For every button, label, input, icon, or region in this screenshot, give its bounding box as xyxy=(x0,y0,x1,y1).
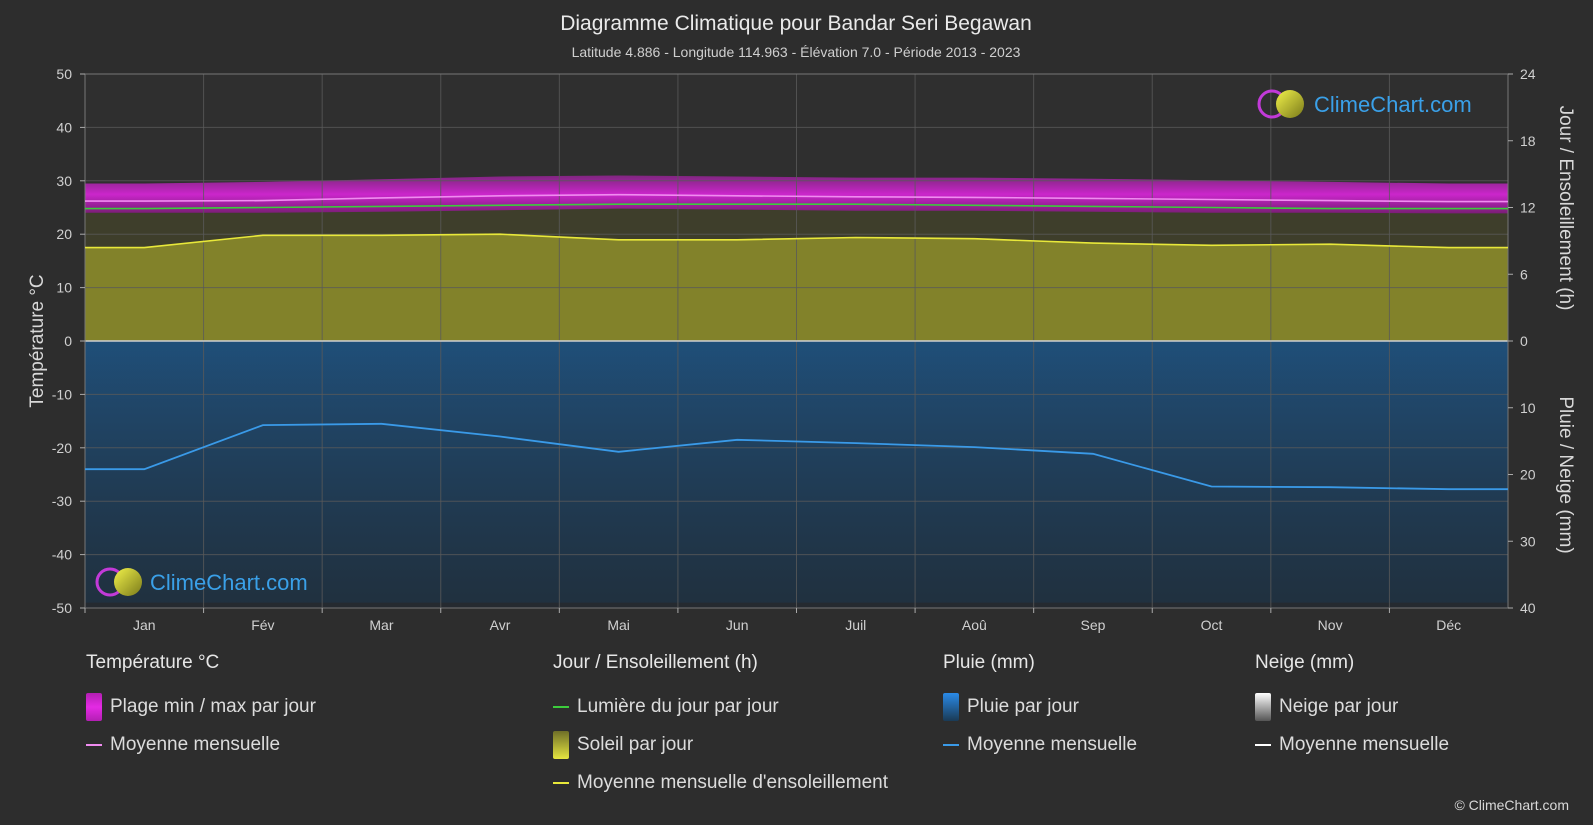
legend-item: Moyenne mensuelle xyxy=(943,726,1137,764)
rain-mean-swatch xyxy=(943,744,959,746)
legend-sun-title: Jour / Ensoleillement (h) xyxy=(553,652,758,673)
legend-rain: Pluie (mm) Pluie par jour Moyenne mensue… xyxy=(943,652,1137,764)
rain-bar xyxy=(915,341,1034,603)
brand-name-top: ClimeChart.com xyxy=(1314,92,1472,117)
left-tick-label: 20 xyxy=(56,226,72,242)
right-bottom-tick-label: 40 xyxy=(1520,600,1536,616)
left-tick-label: 30 xyxy=(56,173,72,189)
left-tick-label: 10 xyxy=(56,280,72,296)
legend-item: Moyenne mensuelle d'ensoleillement xyxy=(553,764,888,802)
chart-title: Diagramme Climatique pour Bandar Seri Be… xyxy=(560,12,1032,35)
left-axis-label: Température °C xyxy=(27,274,48,407)
left-tick-label: -10 xyxy=(52,386,72,402)
right-top-tick-label: 0 xyxy=(1520,333,1528,349)
legend-snow-title: Neige (mm) xyxy=(1255,652,1355,673)
snow-mean-swatch xyxy=(1255,744,1271,746)
right-top-tick-label: 24 xyxy=(1520,66,1536,82)
legend-label: Moyenne mensuelle xyxy=(967,734,1138,755)
legend-label: Moyenne mensuelle xyxy=(110,734,281,755)
month-label: Sep xyxy=(1080,617,1105,633)
logo-sun-icon xyxy=(1276,90,1304,118)
legend-rain-title: Pluie (mm) xyxy=(943,652,1035,673)
left-tick-label: -50 xyxy=(52,600,72,616)
month-label: Mar xyxy=(369,617,393,633)
month-label: Oct xyxy=(1201,617,1223,633)
rain-bar xyxy=(796,341,916,603)
legend-snow: Neige (mm) Neige par jour Moyenne mensue… xyxy=(1255,652,1449,764)
chart-subtitle: Latitude 4.886 - Longitude 114.963 - Élé… xyxy=(572,44,1021,60)
right-top-tick-label: 18 xyxy=(1520,133,1536,149)
month-label: Avr xyxy=(490,617,511,633)
month-label: Aoû xyxy=(962,617,987,633)
legend-item: Neige par jour xyxy=(1255,688,1449,726)
rain-bar xyxy=(677,341,797,603)
legend-label: Neige par jour xyxy=(1279,696,1399,717)
sun-mean-line xyxy=(85,233,1508,249)
temp-range-swatch xyxy=(86,693,102,721)
legend-item: Lumière du jour par jour xyxy=(553,688,888,726)
legend-label: Lumière du jour par jour xyxy=(577,696,779,717)
rain-bar xyxy=(1152,341,1271,603)
month-label: Déc xyxy=(1436,617,1461,633)
brand-logo-top[interactable]: ClimeChart.com xyxy=(1257,89,1472,119)
temp-mean-swatch xyxy=(86,744,102,746)
legend-item: Moyenne mensuelle xyxy=(86,726,316,764)
temp-mean-line xyxy=(85,193,1508,203)
climate-chart: Diagramme Climatique pour Bandar Seri Be… xyxy=(27,12,1576,633)
rain-mean-line xyxy=(85,422,1508,491)
left-tick-label: 40 xyxy=(56,119,72,135)
left-tick-label: 0 xyxy=(64,333,72,349)
legend-label: Moyenne mensuelle d'ensoleillement xyxy=(577,772,888,793)
legend-temperature-title: Température °C xyxy=(86,652,220,673)
legend-item: Moyenne mensuelle xyxy=(1255,726,1449,764)
legend-item: Soleil par jour xyxy=(553,726,888,764)
month-label: Mai xyxy=(607,617,630,633)
right-bottom-tick-label: 20 xyxy=(1520,467,1536,483)
daylight-swatch xyxy=(553,706,569,708)
legend-temperature: Température °C Plage min / max par jour … xyxy=(86,652,316,764)
left-tick-label: -30 xyxy=(52,493,72,509)
month-label: Nov xyxy=(1318,617,1343,633)
right-top-tick-label: 6 xyxy=(1520,266,1528,282)
month-label: Jun xyxy=(726,617,749,633)
right-bottom-tick-label: 10 xyxy=(1520,400,1536,416)
brand-name-bottom: ClimeChart.com xyxy=(150,570,308,595)
brand-logo-bottom[interactable]: ClimeChart.com xyxy=(95,567,308,597)
rain-bar xyxy=(203,341,323,603)
rain-bar xyxy=(559,341,678,603)
rain-bar xyxy=(440,341,560,603)
rain-bar xyxy=(1270,341,1390,603)
left-tick-label: -40 xyxy=(52,547,72,563)
legend-sun: Jour / Ensoleillement (h) Lumière du jou… xyxy=(553,652,888,802)
rain-bar xyxy=(1033,341,1153,603)
legend-item: Pluie par jour xyxy=(943,688,1137,726)
right-axis-label-bottom: Pluie / Neige (mm) xyxy=(1555,396,1576,553)
left-tick-label: -20 xyxy=(52,440,72,456)
legend-label: Moyenne mensuelle xyxy=(1279,734,1450,755)
logo-sun-icon xyxy=(114,568,142,596)
rain-swatch xyxy=(943,693,959,721)
rain-bar xyxy=(1389,341,1508,603)
daylight-line xyxy=(85,203,1508,210)
left-tick-label: 50 xyxy=(56,66,72,82)
right-bottom-tick-label: 30 xyxy=(1520,533,1536,549)
sunshine-swatch xyxy=(553,731,569,759)
rain-bar xyxy=(85,341,204,603)
right-axis-label-top: Jour / Ensoleillement (h) xyxy=(1555,106,1576,311)
sun-mean-swatch xyxy=(553,782,569,784)
legend-label: Soleil par jour xyxy=(577,734,694,755)
right-top-tick-label: 12 xyxy=(1520,200,1536,216)
month-label: Jan xyxy=(133,617,156,633)
legend-label: Pluie par jour xyxy=(967,696,1079,717)
rain-bar xyxy=(322,341,441,603)
legend-item: Plage min / max par jour xyxy=(86,688,316,726)
month-label: Juil xyxy=(845,617,866,633)
legend-label: Plage min / max par jour xyxy=(110,696,316,717)
plot-area: 50 40 30 20 10 0 -10 -20 -30 -40 -50 24 18 12 6 0 10 20 30… xyxy=(52,66,1536,633)
copyright: © ClimeChart.com xyxy=(1454,797,1569,813)
snow-swatch xyxy=(1255,693,1271,721)
month-label: Fév xyxy=(251,617,274,633)
